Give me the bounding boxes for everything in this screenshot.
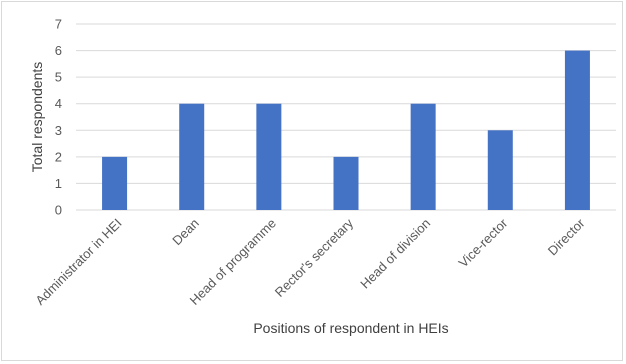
y-axis-ticks: 0 1 2 3 4 5 6 7 (55, 17, 62, 218)
x-tick-label: Director (545, 215, 588, 258)
y-tick-label: 4 (55, 96, 62, 111)
x-tick-label: Vice-rector (456, 215, 511, 270)
y-tick-label: 6 (55, 43, 62, 58)
bars (102, 50, 590, 211)
bar (487, 130, 513, 210)
y-axis-title: Total respondents (29, 62, 45, 173)
gridlines (76, 23, 616, 211)
x-tick-label: Head of programme (187, 216, 279, 308)
bar (410, 103, 436, 210)
y-tick-label: 5 (55, 70, 62, 85)
x-tick-label: Dean (169, 216, 202, 249)
bar (564, 50, 590, 211)
bar (179, 103, 205, 210)
x-axis-title: Positions of respondent in HEIs (253, 320, 448, 336)
y-tick-label: 2 (55, 149, 62, 164)
y-tick-label: 1 (55, 176, 62, 191)
x-tick-label: Head of division (357, 216, 433, 292)
y-tick-label: 0 (55, 203, 62, 218)
bar (256, 103, 282, 210)
bar (333, 156, 359, 210)
bar (102, 156, 128, 210)
x-tick-label: Rector's secretary (272, 215, 357, 300)
x-tick-label: Administrator in HEI (32, 216, 124, 308)
y-tick-label: 7 (55, 17, 62, 32)
y-tick-label: 3 (55, 123, 62, 138)
